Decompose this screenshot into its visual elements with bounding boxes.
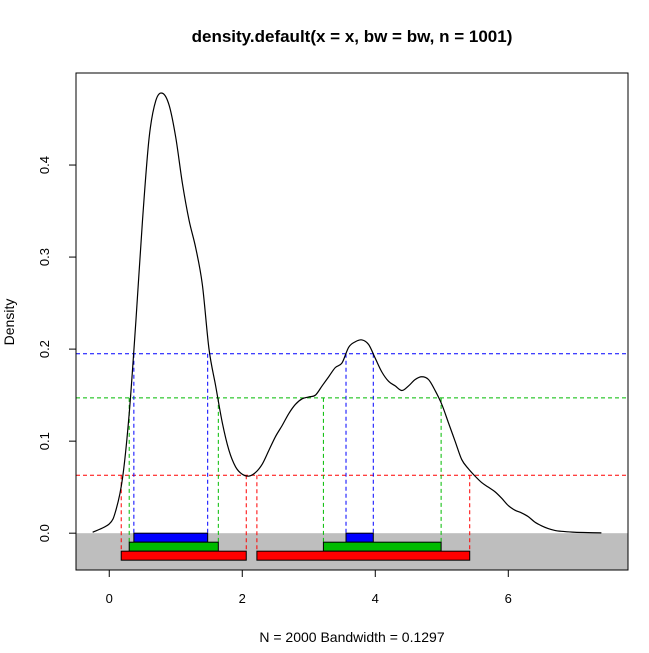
- density-threshold-lines: [76, 353, 628, 476]
- hdr-interval-bar: [256, 550, 471, 561]
- density-curve: [92, 92, 602, 534]
- chart-title: density.default(x = x, bw = bw, n = 1001…: [192, 27, 513, 46]
- y-tick-label: 0.3: [37, 248, 52, 266]
- y-tick-label: 0.2: [37, 340, 52, 358]
- y-axis-label: Density: [1, 299, 17, 346]
- y-tick-label: 0.4: [37, 156, 52, 174]
- x-axis-label: N = 2000 Bandwidth = 0.1297: [259, 629, 444, 645]
- y-axis: 0.0 0.1 0.2 0.3 0.4: [37, 156, 77, 542]
- y-tick-label: 0.0: [37, 524, 52, 542]
- hdr-interval-bar: [128, 541, 219, 552]
- x-tick-label: 4: [372, 591, 379, 606]
- x-tick-label: 6: [505, 591, 512, 606]
- hdr-interval-bar: [345, 532, 374, 543]
- x-tick-label: 2: [239, 591, 246, 606]
- hdr-interval-bars: [120, 532, 471, 561]
- interval-boundary-lines: [120, 353, 471, 552]
- plot-frame: [75, 72, 629, 571]
- hdr-interval-bar: [133, 532, 209, 543]
- x-axis: 0 2 4 6: [106, 569, 512, 606]
- hdr-interval-bar: [120, 550, 247, 561]
- y-tick-label: 0.1: [37, 432, 52, 450]
- x-tick-label: 0: [106, 591, 113, 606]
- hdr-interval-bar: [322, 541, 442, 552]
